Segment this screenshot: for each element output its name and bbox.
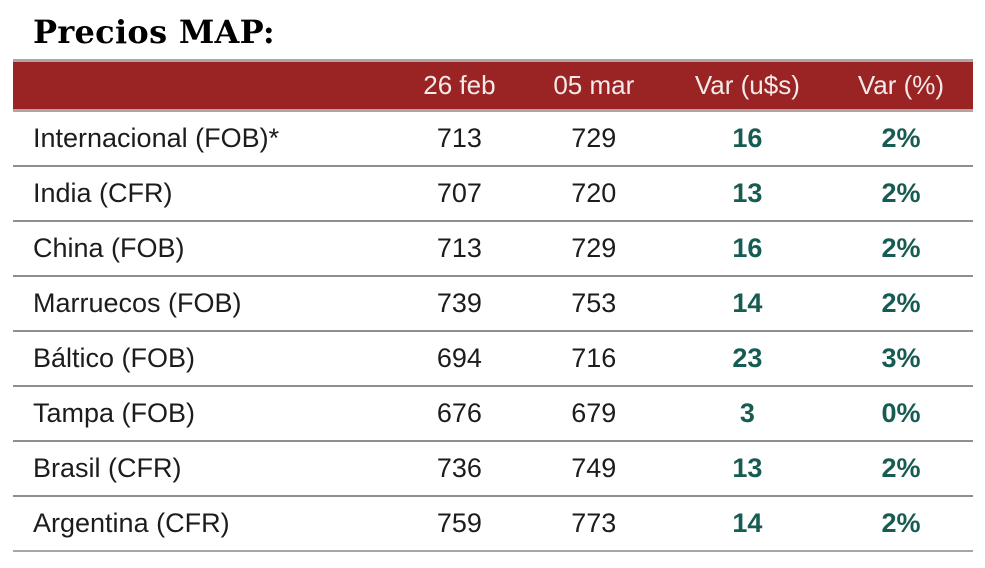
var-value-cell: 2% [881, 177, 921, 208]
price-value-cell: 753 [571, 287, 617, 318]
table-row: Tampa (FOB) 676 679 3 0% [13, 386, 973, 441]
var-value-cell: 2% [881, 122, 921, 153]
table-row: Internacional (FOB)* 713 729 16 2% [13, 111, 973, 166]
price-value-cell: 707 [436, 177, 482, 208]
table-header: 26 feb 05 mar Var (u$s) Var (%) [13, 59, 973, 112]
row-label-cell: Tampa (FOB) [33, 397, 196, 428]
row-label-cell: China (FOB) [33, 232, 185, 263]
var-value-cell: 2% [881, 287, 921, 318]
table-row: China (FOB) 713 729 16 2% [13, 221, 973, 276]
table-row: Brasil (CFR) 736 749 13 2% [13, 441, 973, 496]
price-value-cell: 773 [571, 507, 617, 538]
page-title: Precios MAP: [33, 13, 276, 51]
var-value-cell: 23 [732, 342, 763, 373]
price-value-cell: 713 [436, 232, 482, 263]
var-value-cell: 0% [881, 397, 921, 428]
price-value-cell: 713 [436, 122, 482, 153]
var-value-cell: 16 [732, 232, 763, 263]
row-label-cell: Marruecos (FOB) [33, 287, 242, 318]
row-label-cell: Internacional (FOB)* [33, 122, 280, 153]
column-header: Var (u$s) [665, 59, 829, 112]
table-row: India (CFR) 707 720 13 2% [13, 166, 973, 221]
var-value-cell: 2% [881, 507, 921, 538]
table-row: Báltico (FOB) 694 716 23 3% [13, 331, 973, 386]
table-row: Argentina (CFR) 759 773 14 2% [13, 496, 973, 551]
precios-map-table: 26 feb 05 mar Var (u$s) Var (%) Internacion… [13, 59, 973, 552]
var-value-cell: 14 [732, 507, 763, 538]
row-label-cell: Brasil (CFR) [33, 452, 182, 483]
var-value-cell: 3% [881, 342, 921, 373]
var-value-cell: 2% [881, 232, 921, 263]
price-value-cell: 759 [436, 507, 482, 538]
price-value-cell: 749 [571, 452, 617, 483]
var-value-cell: 13 [732, 452, 763, 483]
column-header-empty [13, 59, 397, 112]
table-body: Internacional (FOB)* 713 729 16 2% India (CFR… [13, 111, 973, 551]
price-value-cell: 720 [571, 177, 617, 208]
row-label-cell: India (CFR) [33, 177, 173, 208]
var-value-cell: 16 [732, 122, 763, 153]
row-label-cell: Báltico (FOB) [33, 342, 196, 373]
table-row: Marruecos (FOB) 739 753 14 2% [13, 276, 973, 331]
var-value-cell: 13 [732, 177, 763, 208]
column-header: 05 mar [521, 59, 666, 112]
price-value-cell: 676 [436, 397, 482, 428]
price-value-cell: 729 [571, 232, 617, 263]
price-value-cell: 739 [436, 287, 482, 318]
price-value-cell: 716 [571, 342, 617, 373]
row-label-cell: Argentina (CFR) [33, 507, 230, 538]
column-header: 26 feb [397, 59, 522, 112]
table-header-row: 26 feb 05 mar Var (u$s) Var (%) [13, 59, 973, 112]
price-value-cell: 679 [571, 397, 617, 428]
price-value-cell: 729 [571, 122, 617, 153]
var-value-cell: 3 [739, 397, 755, 428]
var-value-cell: 2% [881, 452, 921, 483]
var-value-cell: 14 [732, 287, 763, 318]
column-header: Var (%) [828, 59, 973, 112]
price-value-cell: 694 [436, 342, 482, 373]
price-value-cell: 736 [436, 452, 482, 483]
